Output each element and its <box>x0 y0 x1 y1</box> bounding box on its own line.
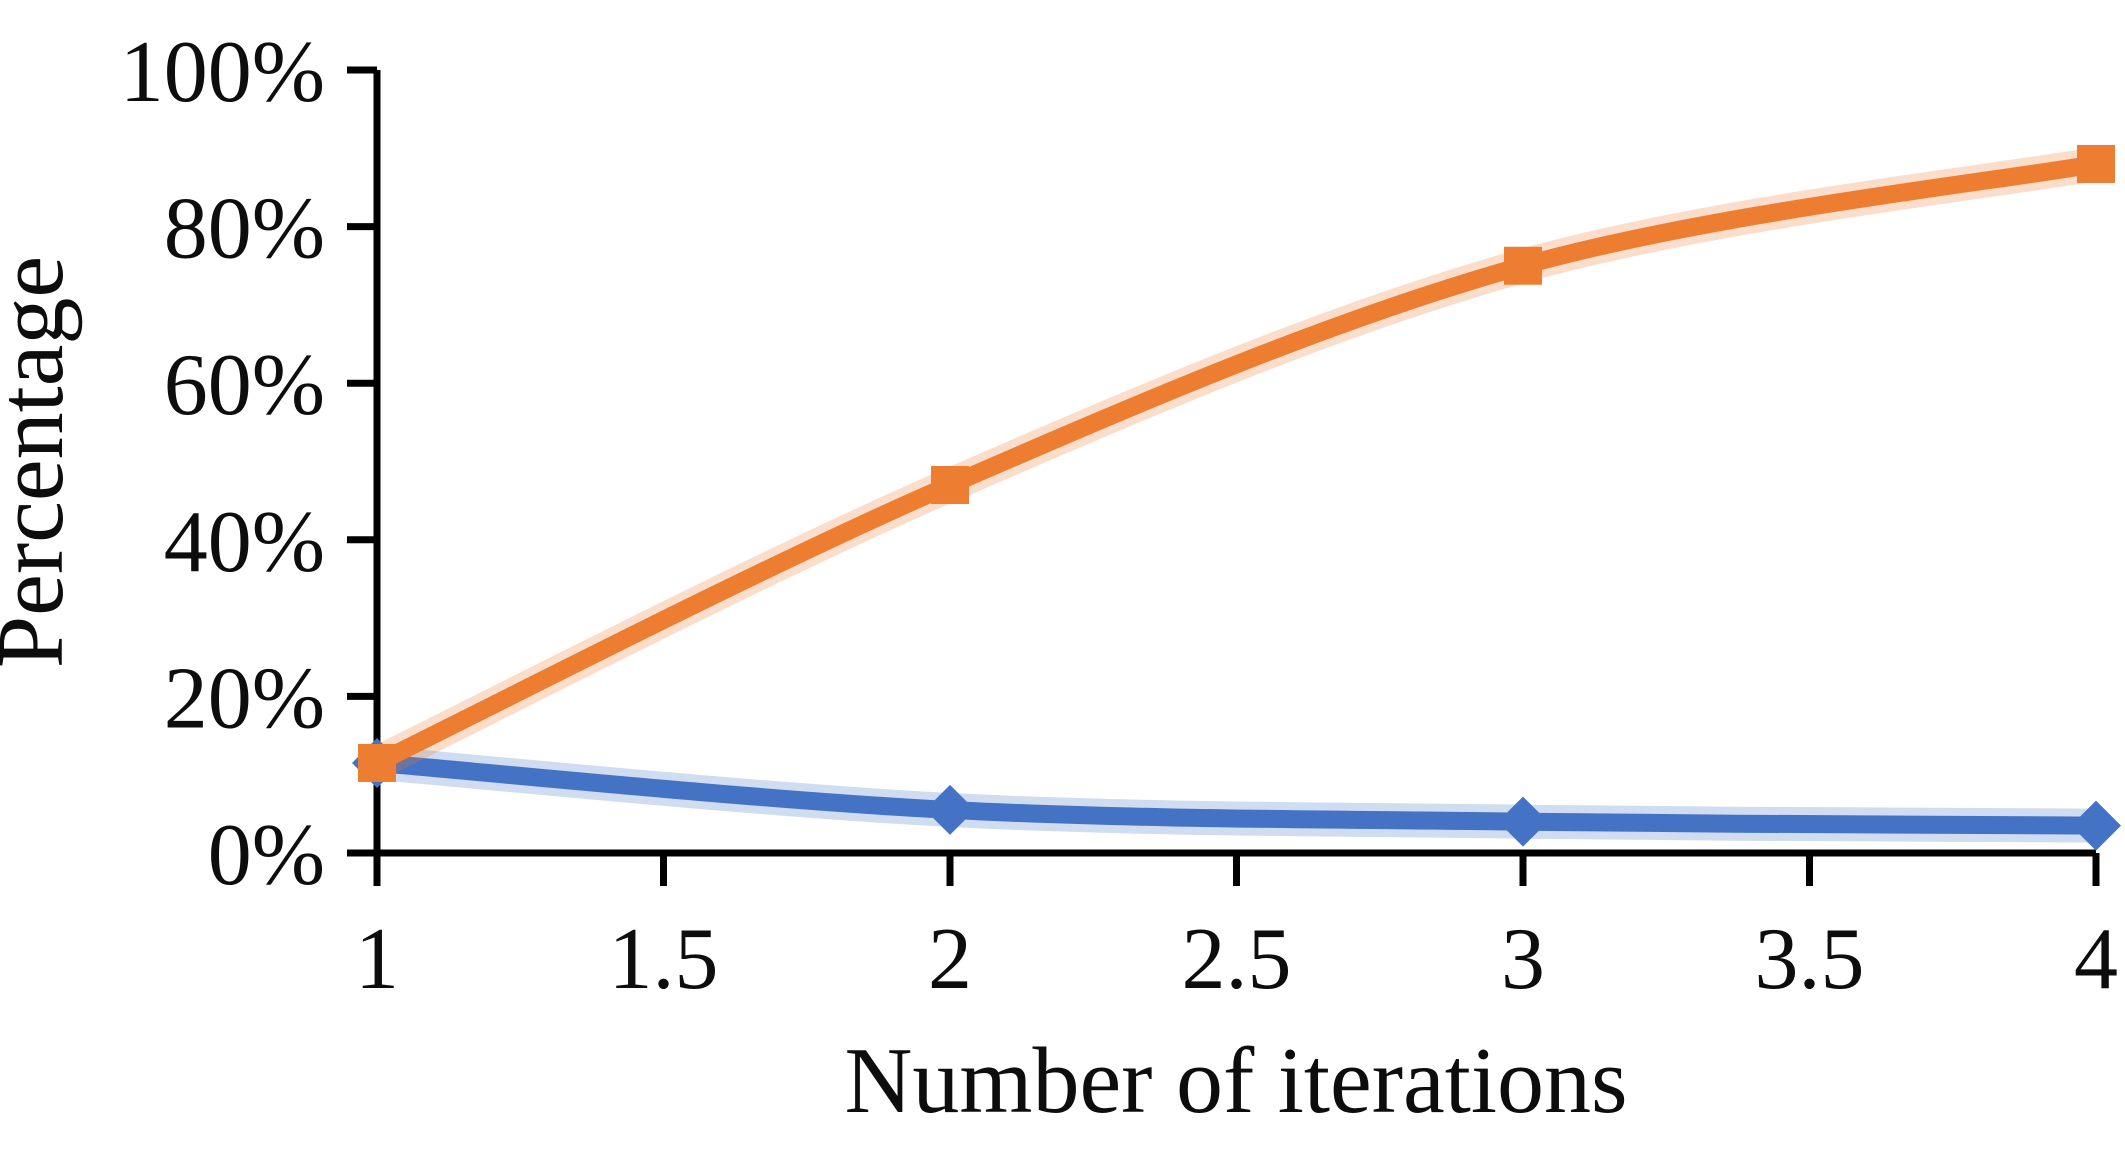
x-tick-label: 1.5 <box>609 911 719 1008</box>
orange-square-series-halo <box>360 146 2113 780</box>
orange-square-series-line <box>368 154 2105 772</box>
blue-diamond-series-marker-diamond <box>2071 800 2121 851</box>
x-tick-label: 3.5 <box>1755 911 1865 1008</box>
x-axis-title: Number of iterations <box>844 1029 1627 1133</box>
orange-square-series-marker-square <box>358 743 396 782</box>
y-tick-label: 0% <box>208 807 325 904</box>
y-tick-label: 40% <box>164 494 325 591</box>
x-tick-label: 1 <box>355 911 399 1008</box>
series-layer <box>352 144 2121 851</box>
x-tick-label: 3 <box>1501 911 1545 1008</box>
orange-square-series-marker-square <box>1504 246 1542 285</box>
tick-labels: 0% 20% 40% 60% 80% 100% 1 1.5 2 2.5 3 3.5 4 <box>120 24 2118 1008</box>
axes <box>347 66 2100 886</box>
y-tick-label: 100% <box>120 24 325 121</box>
y-tick-label: 80% <box>164 181 325 278</box>
blue-diamond-series-marker-diamond <box>925 784 975 835</box>
x-tick-label: 2.5 <box>1182 911 1292 1008</box>
orange-square-series-marker-square <box>931 465 969 504</box>
x-tick-label: 4 <box>2074 911 2118 1008</box>
x-tick-label: 2 <box>928 911 972 1008</box>
y-tick-label: 60% <box>164 337 325 434</box>
blue-diamond-series-line <box>368 753 2105 835</box>
orange-square-series-marker-square <box>2077 144 2115 183</box>
blue-diamond-series-marker-diamond <box>1498 796 1548 847</box>
y-tick-label: 20% <box>164 650 325 747</box>
y-axis-title: Percentage <box>0 256 83 668</box>
